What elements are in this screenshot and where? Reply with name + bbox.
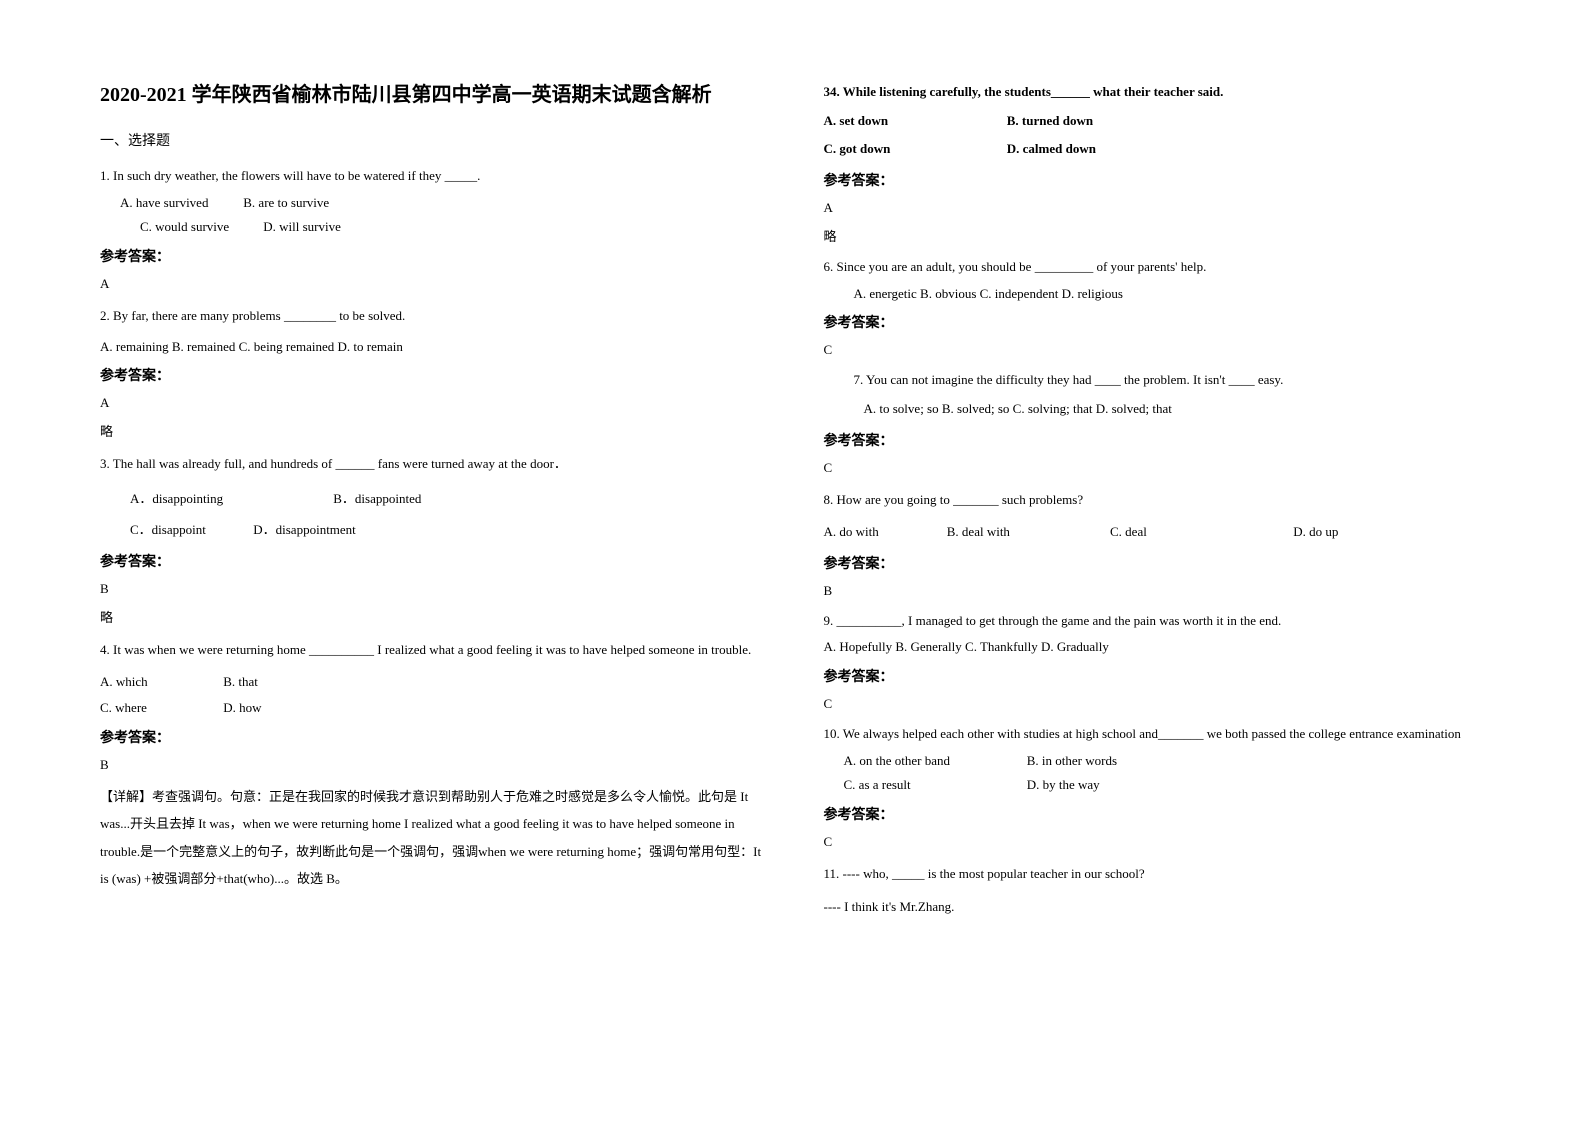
question-34: 34. While listening carefully, the stude… bbox=[824, 80, 1488, 245]
q2-options: A. remaining B. remained C. being remain… bbox=[100, 335, 764, 360]
q6-answer: C bbox=[824, 342, 1488, 358]
left-column: 2020-2021 学年陕西省榆林市陆川县第四中学高一英语期末试题含解析 一、选… bbox=[100, 80, 764, 929]
question-4: 4. It was when we were returning home __… bbox=[100, 636, 764, 892]
q3-opt-a: A．disappointing bbox=[130, 483, 330, 514]
question-8: 8. How are you going to _______ such pro… bbox=[824, 486, 1488, 599]
q3-answer-label: 参考答案： bbox=[100, 551, 764, 571]
q1-stem: 1. In such dry weather, the flowers will… bbox=[100, 164, 764, 189]
question-2: 2. By far, there are many problems _____… bbox=[100, 302, 764, 440]
q1-options-row1: A. have survived B. are to survive bbox=[100, 191, 764, 216]
question-6: 6. Since you are an adult, you should be… bbox=[824, 255, 1488, 358]
q4-opt-c: C. where bbox=[100, 695, 220, 721]
question-1: 1. In such dry weather, the flowers will… bbox=[100, 164, 764, 292]
q34-opt-b: B. turned down bbox=[1007, 107, 1093, 136]
q34-answer-label: 参考答案： bbox=[824, 170, 1488, 190]
q8-opt-a: A. do with bbox=[824, 518, 944, 547]
q6-stem: 6. Since you are an adult, you should be… bbox=[824, 255, 1488, 280]
question-9: 9. __________, I managed to get through … bbox=[824, 609, 1488, 712]
q7-stem: 7. You can not imagine the difficulty th… bbox=[824, 368, 1488, 393]
q3-options-row1: A．disappointing B．disappointed bbox=[100, 483, 764, 514]
q34-answer: A bbox=[824, 200, 1488, 216]
q8-stem: 8. How are you going to _______ such pro… bbox=[824, 486, 1488, 515]
document-title: 2020-2021 学年陕西省榆林市陆川县第四中学高一英语期末试题含解析 bbox=[100, 80, 764, 110]
q11-stem1: 11. ---- who, _____ is the most popular … bbox=[824, 860, 1488, 889]
q34-options-row1: A. set down B. turned down bbox=[824, 107, 1488, 136]
q10-opt-b: B. in other words bbox=[1027, 749, 1117, 774]
question-7: 7. You can not imagine the difficulty th… bbox=[824, 368, 1488, 475]
q8-opt-d: D. do up bbox=[1293, 518, 1338, 547]
q4-detail: 【详解】考查强调句。句意：正是在我回家的时候我才意识到帮助别人于危难之时感觉是多… bbox=[100, 783, 764, 892]
q4-options-row2: C. where D. how bbox=[100, 695, 764, 721]
q10-answer-label: 参考答案： bbox=[824, 804, 1488, 824]
q2-answer-label: 参考答案： bbox=[100, 365, 764, 385]
question-10: 10. We always helped each other with stu… bbox=[824, 722, 1488, 850]
q8-answer: B bbox=[824, 583, 1488, 599]
q3-options-row2: C．disappoint D．disappointment bbox=[100, 514, 764, 545]
q1-answer: A bbox=[100, 276, 764, 292]
q10-answer: C bbox=[824, 834, 1488, 850]
q4-opt-d: D. how bbox=[223, 695, 261, 721]
q34-lue: 略 bbox=[824, 226, 1488, 245]
q7-answer-label: 参考答案： bbox=[824, 430, 1488, 450]
q10-options-row1: A. on the other band B. in other words bbox=[824, 749, 1488, 774]
q34-opt-d: D. calmed down bbox=[1007, 135, 1096, 164]
q3-lue: 略 bbox=[100, 607, 764, 626]
q2-stem: 2. By far, there are many problems _____… bbox=[100, 302, 764, 331]
q3-opt-d: D．disappointment bbox=[253, 514, 356, 545]
q1-opt-c: C. would survive bbox=[140, 215, 260, 240]
q10-opt-a: A. on the other band bbox=[844, 749, 1024, 774]
question-11: 11. ---- who, _____ is the most popular … bbox=[824, 860, 1488, 921]
q4-opt-b: B. that bbox=[223, 669, 258, 695]
q4-stem: 4. It was when we were returning home __… bbox=[100, 636, 764, 665]
q4-answer-label: 参考答案： bbox=[100, 727, 764, 747]
q2-lue: 略 bbox=[100, 421, 764, 440]
q34-opt-c: C. got down bbox=[824, 135, 1004, 164]
q10-stem: 10. We always helped each other with stu… bbox=[824, 722, 1488, 747]
question-3: 3. The hall was already full, and hundre… bbox=[100, 450, 764, 626]
q34-stem: 34. While listening carefully, the stude… bbox=[824, 80, 1488, 105]
q1-answer-label: 参考答案： bbox=[100, 246, 764, 266]
q2-answer: A bbox=[100, 395, 764, 411]
q8-opt-c: C. deal bbox=[1110, 518, 1290, 547]
q9-options: A. Hopefully B. Generally C. Thankfully … bbox=[824, 635, 1488, 660]
q10-opt-c: C. as a result bbox=[844, 773, 1024, 798]
page-container: 2020-2021 学年陕西省榆林市陆川县第四中学高一英语期末试题含解析 一、选… bbox=[0, 0, 1587, 969]
q8-answer-label: 参考答案： bbox=[824, 553, 1488, 573]
q4-options-row1: A. which B. that bbox=[100, 669, 764, 695]
q1-opt-b: B. are to survive bbox=[243, 191, 329, 216]
q1-opt-d: D. will survive bbox=[263, 215, 341, 240]
q4-opt-a: A. which bbox=[100, 669, 220, 695]
q8-opt-b: B. deal with bbox=[947, 518, 1107, 547]
q3-opt-b: B．disappointed bbox=[333, 483, 421, 514]
section-heading: 一、选择题 bbox=[100, 130, 764, 150]
q11-stem2: ---- I think it's Mr.Zhang. bbox=[824, 893, 1488, 922]
q9-stem: 9. __________, I managed to get through … bbox=[824, 609, 1488, 634]
q10-options-row2: C. as a result D. by the way bbox=[824, 773, 1488, 798]
q10-opt-d: D. by the way bbox=[1027, 773, 1100, 798]
q3-stem: 3. The hall was already full, and hundre… bbox=[100, 450, 764, 479]
q9-answer-label: 参考答案： bbox=[824, 666, 1488, 686]
q9-answer: C bbox=[824, 696, 1488, 712]
q6-options: A. energetic B. obvious C. independent D… bbox=[824, 282, 1488, 307]
q6-answer-label: 参考答案： bbox=[824, 312, 1488, 332]
right-column: 34. While listening carefully, the stude… bbox=[824, 80, 1488, 929]
q4-answer: B bbox=[100, 757, 764, 773]
q3-opt-c: C．disappoint bbox=[130, 514, 250, 545]
q3-answer: B bbox=[100, 581, 764, 597]
q1-options-row2: C. would survive D. will survive bbox=[100, 215, 764, 240]
q1-opt-a: A. have survived bbox=[120, 191, 240, 216]
q34-opt-a: A. set down bbox=[824, 107, 1004, 136]
q7-answer: C bbox=[824, 460, 1488, 476]
q7-options: A. to solve; so B. solved; so C. solving… bbox=[824, 395, 1488, 424]
q34-options-row2: C. got down D. calmed down bbox=[824, 135, 1488, 164]
q8-options: A. do with B. deal with C. deal D. do up bbox=[824, 518, 1488, 547]
